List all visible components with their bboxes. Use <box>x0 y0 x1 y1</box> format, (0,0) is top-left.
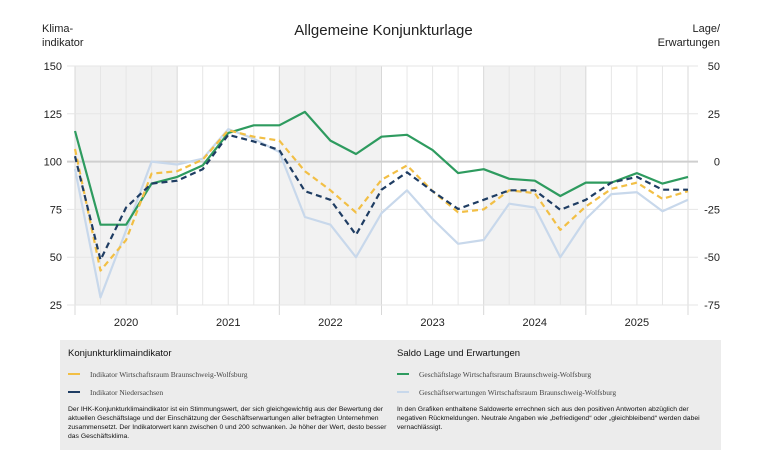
legend-item: Geschäftslage Wirtschaftsraum Braunschwe… <box>397 365 717 383</box>
legend-description: Der IHK-Konjunkturklimaindikator ist ein… <box>68 406 387 440</box>
yellow-dash-swatch <box>68 373 80 375</box>
left-axis-label: Klima- indikator <box>42 23 84 49</box>
legend-climate-indicator: Konjunkturklimaindikator Indikator Wirts… <box>68 348 388 441</box>
legend-heading: Saldo Lage und Erwartungen <box>397 348 521 359</box>
x-tick-label: 2020 <box>114 317 138 329</box>
series-line-1 <box>73 133 688 261</box>
right-tick-label: -50 <box>704 252 720 264</box>
green-line-swatch <box>397 373 409 375</box>
legend-item: Geschäftserwartungen Wirtschaftsraum Bra… <box>397 383 717 401</box>
legend-heading: Konjunkturklimaindikator <box>68 348 172 359</box>
legend-item: Indikator Wirtschaftsraum Braunschweig-W… <box>68 365 388 383</box>
left-tick-label: 50 <box>50 252 62 264</box>
series-line-2 <box>73 110 689 226</box>
left-tick-label: 100 <box>44 157 62 169</box>
legend-panel: Konjunkturklimaindikator Indikator Wirts… <box>60 340 721 450</box>
legend-label: Indikator Niedersachsen <box>90 387 164 397</box>
x-tick-label: 2022 <box>318 317 342 329</box>
legend-label: Geschäftslage Wirtschaftsraum Braunschwe… <box>419 369 592 379</box>
left-tick-label: 125 <box>44 109 62 121</box>
chart-title: Allgemeine Konjunkturlage <box>294 22 473 39</box>
left-tick-label: 25 <box>50 300 62 312</box>
series-line-3 <box>73 128 689 299</box>
right-axis-label: Lage/ Erwartungen <box>657 23 720 49</box>
right-tick-label: 25 <box>708 109 720 121</box>
legend-label: Geschäftserwartungen Wirtschaftsraum Bra… <box>419 387 617 397</box>
x-tick-label: 2021 <box>216 317 240 329</box>
legend-balance: Saldo Lage und Erwartungen Geschäftslage… <box>397 348 717 432</box>
series-line-0 <box>73 129 689 272</box>
navy-dash-swatch <box>68 391 80 393</box>
legend-description: In den Grafiken enthaltene Saldowerte er… <box>397 406 700 431</box>
lightblue-line-swatch <box>397 391 409 393</box>
legend-item: Indikator Niedersachsen <box>68 383 388 401</box>
legend-label: Indikator Wirtschaftsraum Braunschweig-W… <box>90 369 248 379</box>
x-tick-label: 2023 <box>420 317 444 329</box>
right-tick-label: -25 <box>704 204 720 216</box>
left-tick-label: 75 <box>50 204 62 216</box>
x-tick-label: 2025 <box>625 317 649 329</box>
right-tick-label: 0 <box>714 157 720 169</box>
left-tick-label: 150 <box>44 61 62 73</box>
right-tick-label: 50 <box>708 61 720 73</box>
right-tick-label: -75 <box>704 300 720 312</box>
x-tick-label: 2024 <box>523 317 547 329</box>
